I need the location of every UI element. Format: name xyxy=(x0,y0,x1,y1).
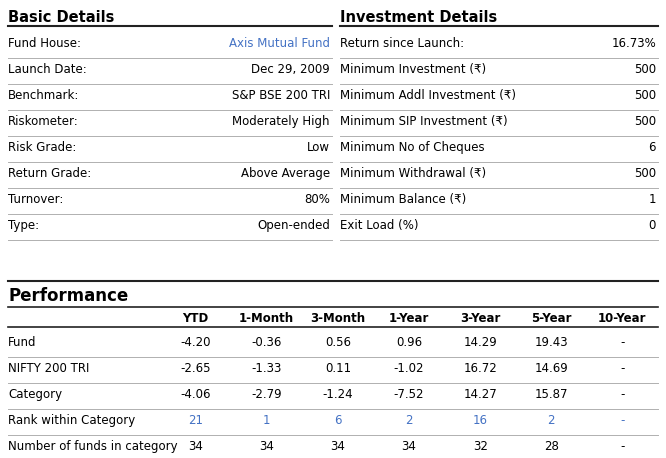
Text: -: - xyxy=(620,440,625,453)
Text: 2: 2 xyxy=(405,414,413,427)
Text: 0.11: 0.11 xyxy=(325,362,351,375)
Text: YTD: YTD xyxy=(182,312,208,325)
Text: Turnover:: Turnover: xyxy=(8,193,63,206)
Text: -2.65: -2.65 xyxy=(180,362,211,375)
Text: 500: 500 xyxy=(634,115,656,128)
Text: Minimum Withdrawal (₹): Minimum Withdrawal (₹) xyxy=(340,167,486,180)
Text: -4.20: -4.20 xyxy=(180,336,211,349)
Text: Open-ended: Open-ended xyxy=(257,219,330,232)
Text: 1: 1 xyxy=(649,193,656,206)
Text: 1-Year: 1-Year xyxy=(389,312,429,325)
Text: 34: 34 xyxy=(402,440,416,453)
Text: 3-Month: 3-Month xyxy=(310,312,366,325)
Text: Minimum Balance (₹): Minimum Balance (₹) xyxy=(340,193,466,206)
Text: -: - xyxy=(620,388,625,401)
Text: 500: 500 xyxy=(634,63,656,76)
Text: Dec 29, 2009: Dec 29, 2009 xyxy=(251,63,330,76)
Text: -: - xyxy=(620,414,625,427)
Text: Minimum Investment (₹): Minimum Investment (₹) xyxy=(340,63,486,76)
Text: Category: Category xyxy=(8,388,62,401)
Text: 14.69: 14.69 xyxy=(534,362,568,375)
Text: 1-Month: 1-Month xyxy=(239,312,294,325)
Text: 21: 21 xyxy=(188,414,203,427)
Text: Return Grade:: Return Grade: xyxy=(8,167,91,180)
Text: 14.27: 14.27 xyxy=(464,388,497,401)
Text: Fund: Fund xyxy=(8,336,37,349)
Text: -0.36: -0.36 xyxy=(252,336,282,349)
Text: 5-Year: 5-Year xyxy=(531,312,571,325)
Text: 34: 34 xyxy=(259,440,274,453)
Text: Return since Launch:: Return since Launch: xyxy=(340,37,464,50)
Text: Performance: Performance xyxy=(8,287,129,305)
Text: Fund House:: Fund House: xyxy=(8,37,81,50)
Text: Minimum Addl Investment (₹): Minimum Addl Investment (₹) xyxy=(340,89,516,102)
Text: 6: 6 xyxy=(649,141,656,154)
Text: Minimum No of Cheques: Minimum No of Cheques xyxy=(340,141,485,154)
Text: Launch Date:: Launch Date: xyxy=(8,63,87,76)
Text: Minimum SIP Investment (₹): Minimum SIP Investment (₹) xyxy=(340,115,507,128)
Text: 15.87: 15.87 xyxy=(535,388,568,401)
Text: NIFTY 200 TRI: NIFTY 200 TRI xyxy=(8,362,89,375)
Text: Number of funds in category: Number of funds in category xyxy=(8,440,178,453)
Text: 2: 2 xyxy=(547,414,555,427)
Text: 3-Year: 3-Year xyxy=(460,312,500,325)
Text: -7.52: -7.52 xyxy=(394,388,424,401)
Text: Above Average: Above Average xyxy=(241,167,330,180)
Text: Low: Low xyxy=(307,141,330,154)
Text: -1.02: -1.02 xyxy=(394,362,424,375)
Text: 19.43: 19.43 xyxy=(535,336,568,349)
Text: 1: 1 xyxy=(263,414,270,427)
Text: -1.33: -1.33 xyxy=(252,362,282,375)
Text: Axis Mutual Fund: Axis Mutual Fund xyxy=(229,37,330,50)
Text: Moderately High: Moderately High xyxy=(232,115,330,128)
Text: 16.73%: 16.73% xyxy=(611,37,656,50)
Text: 34: 34 xyxy=(188,440,203,453)
Text: Basic Details: Basic Details xyxy=(8,10,115,25)
Text: 14.29: 14.29 xyxy=(464,336,497,349)
Text: Benchmark:: Benchmark: xyxy=(8,89,79,102)
Text: 34: 34 xyxy=(330,440,345,453)
Text: 0.56: 0.56 xyxy=(325,336,351,349)
Text: Investment Details: Investment Details xyxy=(340,10,498,25)
Text: 0: 0 xyxy=(649,219,656,232)
Text: -: - xyxy=(620,362,625,375)
Text: 28: 28 xyxy=(544,440,559,453)
Text: Risk Grade:: Risk Grade: xyxy=(8,141,77,154)
Text: -2.79: -2.79 xyxy=(251,388,282,401)
Text: 10-Year: 10-Year xyxy=(598,312,647,325)
Text: 6: 6 xyxy=(334,414,342,427)
Text: Riskometer:: Riskometer: xyxy=(8,115,79,128)
Text: S&P BSE 200 TRI: S&P BSE 200 TRI xyxy=(232,89,330,102)
Text: 0.96: 0.96 xyxy=(396,336,422,349)
Text: 500: 500 xyxy=(634,89,656,102)
Text: -1.24: -1.24 xyxy=(322,388,353,401)
Text: Type:: Type: xyxy=(8,219,39,232)
Text: -: - xyxy=(620,336,625,349)
Text: 16.72: 16.72 xyxy=(464,362,497,375)
Text: 16: 16 xyxy=(473,414,488,427)
Text: Exit Load (%): Exit Load (%) xyxy=(340,219,418,232)
Text: 32: 32 xyxy=(473,440,488,453)
Text: Rank within Category: Rank within Category xyxy=(8,414,135,427)
Text: 80%: 80% xyxy=(304,193,330,206)
Text: -4.06: -4.06 xyxy=(180,388,211,401)
Text: 500: 500 xyxy=(634,167,656,180)
